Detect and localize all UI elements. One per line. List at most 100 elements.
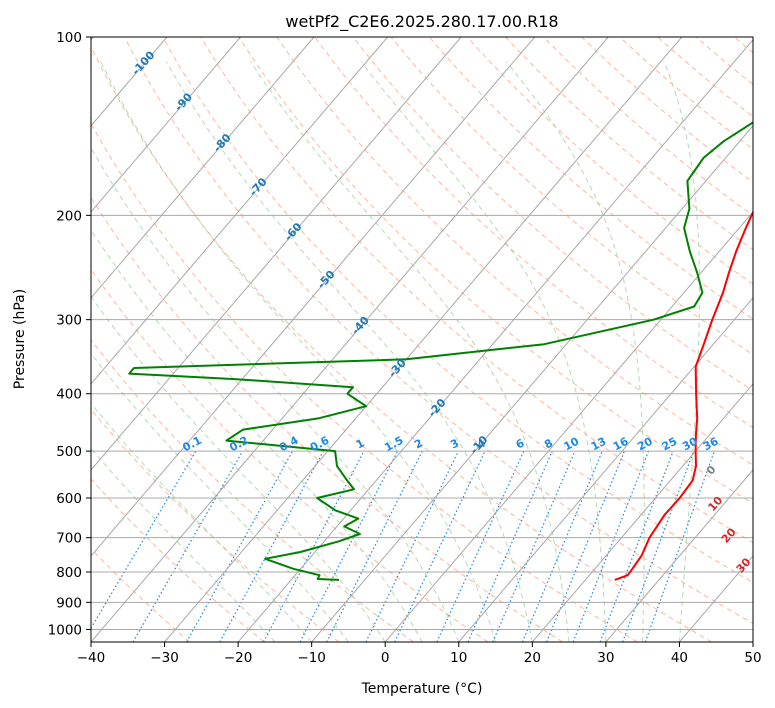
temperature-line [614,209,753,581]
dry-adiabat-line [91,268,489,642]
dry-adiabat-label: 20 [719,525,739,545]
x-tick-label: 10 [450,650,467,666]
y-tick-label: 800 [56,565,82,581]
dry-adiabat-line [200,37,753,544]
mixing-ratio-line [622,450,695,642]
dry-adiabat-line [733,37,753,54]
dry-adiabat-line [91,408,340,642]
y-tick-label: 200 [56,208,82,224]
x-tick-label: 50 [744,650,761,666]
moist-adiabat-line [91,229,423,642]
y-tick-label: 700 [56,531,82,547]
dry-adiabat-line [238,37,753,505]
plot-area: 0.1 0.2 0.4 0.6 1 1.5 2 3 4 6 8 10 13 16 20 25 30 36-100-… [91,37,774,642]
dry-adiabat-line [91,338,414,642]
isotherm-line [91,37,388,385]
x-tick-label: 20 [524,650,541,666]
mixing-ratio-label: 3 [448,436,461,451]
mixing-ratio-line [132,450,244,642]
moist-adiabat-line [91,146,460,642]
moist-adiabats [91,61,700,642]
isotherm-line [311,125,753,642]
isotherm-line [91,37,315,299]
mixing-ratio-label: 8 [542,436,555,451]
dry-adiabat-line [695,37,753,86]
dry-adiabat-line [91,478,265,642]
mixing-ratio-line [365,450,459,642]
mixing-ratio-label: 10 [562,435,582,454]
isotherm-line [458,297,753,642]
y-tick-label: 1000 [48,622,82,638]
dry-adiabat-line [390,37,753,356]
mixing-ratio-line [492,450,576,642]
mixing-ratio-label: 13 [589,435,609,454]
mixing-ratio-line [467,450,553,642]
dry-adiabat-line [314,37,753,429]
dry-adiabat-line [543,37,753,217]
x-tick-label: −30 [150,650,179,666]
y-tick-label: 300 [56,313,82,329]
isotherm-line [237,39,753,642]
moist-adiabat-line [91,447,276,642]
isotherm-line [605,469,753,642]
isobar-gridlines [91,37,753,630]
mixing-ratio-label: 16 [611,435,631,454]
moist-adiabat-line [663,61,700,642]
isotherm-line [384,211,753,642]
y-axis-label: Pressure (hPa) [12,289,28,389]
dry-adiabat-label: 40 [754,583,774,603]
isotherm-line [752,641,753,642]
y-tick-label: 100 [56,30,82,46]
x-tick-label: 0 [381,650,390,666]
dry-adiabat-line [276,37,753,466]
mixing-ratio-label: 2 [412,436,425,451]
isotherm-line [679,555,753,642]
x-axis-ticks: −40 −30 −20 −10 0 10 20 30 40 50 [77,642,762,666]
dry-adiabat-line [91,122,638,642]
moist-adiabat-line [91,352,349,642]
y-tick-label: 400 [56,387,82,403]
y-tick-label: 500 [56,444,82,460]
dry-adiabat-label: 0 [704,463,719,478]
y-tick-label: 600 [56,491,82,507]
dry-adiabat-line [91,45,713,642]
mixing-ratio-line [436,450,525,642]
mixing-ratio-label: 20 [635,435,655,454]
mixing-ratio-label: 25 [660,435,680,454]
mixing-ratio-line [572,450,650,642]
dewpoint-line [128,121,753,581]
isotherm-line [91,37,462,471]
x-axis-label: Temperature (°C) [361,681,483,697]
mixing-ratio-lines [91,450,715,642]
mixing-ratio-line [91,450,197,630]
profile-series [128,121,753,581]
mixing-ratio-line [644,450,715,642]
mixing-ratio-line [521,450,603,642]
dry-adiabat-line [124,37,753,624]
dry-adiabat-line [657,37,753,118]
isotherm-line [531,383,753,642]
x-tick-label: 40 [671,650,688,666]
x-tick-label: −10 [297,650,326,666]
chart-title: wetPf2_C2E6.2025.280.17.00.R18 [285,12,558,32]
x-tick-label: 30 [597,650,614,666]
moist-adiabat-line [250,61,570,642]
isotherm-line [91,37,241,213]
moist-adiabat-line [91,402,313,642]
mixing-ratio-label: 30 [680,435,700,454]
isotherm-line [91,37,609,642]
dry-adiabat-line [352,37,753,392]
mixing-ratio-label: 36 [701,435,721,454]
isotherm-line [164,37,683,642]
y-axis-ticks: 100 200 300 400 500 600 700 800 900 1000 [48,30,91,638]
moist-adiabat-line [505,61,645,642]
moist-adiabat-line [360,61,607,642]
skewed-isotherms [91,37,753,642]
x-tick-label: −20 [224,650,253,666]
dry-adiabat-line [428,37,753,320]
x-tick-label: −40 [77,650,106,666]
isotherm-line [91,37,536,557]
moist-adiabat-line [91,295,386,642]
dry-adiabats [91,37,753,642]
